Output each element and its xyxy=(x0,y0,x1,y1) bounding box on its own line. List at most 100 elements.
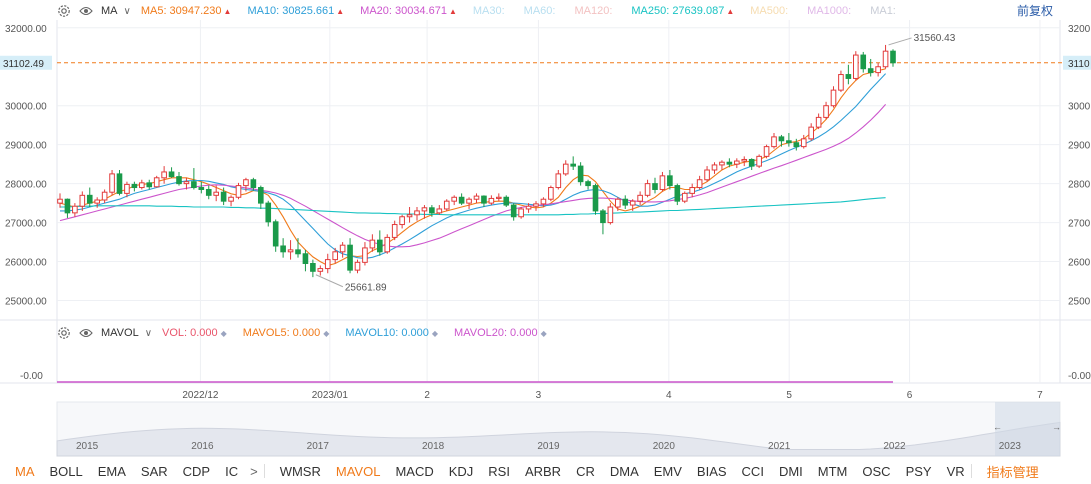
candle-body xyxy=(726,161,733,165)
series-line-ma5 xyxy=(59,68,886,267)
navigator-handle-left-icon: ← xyxy=(993,422,1002,432)
indicator-manage-button[interactable]: 指标管理 xyxy=(986,464,1039,480)
indicator-tab-macd[interactable]: MACD xyxy=(395,463,434,479)
indicator-tab-dma[interactable]: DMA xyxy=(609,463,639,479)
vol-visibility-eye-icon[interactable] xyxy=(79,327,93,339)
candle-body xyxy=(183,181,190,185)
navigator-year-label: 2023 xyxy=(999,441,1022,452)
series-line-ma250 xyxy=(60,197,886,216)
candle-body xyxy=(890,50,896,64)
candle-body xyxy=(347,244,353,271)
ma-legend-item[interactable]: MA30: xyxy=(473,5,508,17)
candle-body xyxy=(853,54,859,79)
high-annotation-leader xyxy=(888,37,912,46)
low-annotation-leader xyxy=(315,274,344,288)
ma-legend-item[interactable]: MA250: 27639.087 ▲ xyxy=(631,5,734,17)
indicator-tab-cr[interactable]: CR xyxy=(576,463,595,479)
candle-body xyxy=(696,179,703,189)
vol-legend-item[interactable]: MAVOL5: 0.000 ◆ xyxy=(243,327,330,339)
candle-body xyxy=(339,244,346,253)
candle-body xyxy=(287,249,294,253)
candle-body xyxy=(205,188,212,196)
ma-legend: MA ∨ MA5: 30947.230 ▲ MA10: 30825.661 ▲ MA20: 3… xyxy=(0,1,915,21)
indicator-tab-dmi[interactable]: DMI xyxy=(778,463,803,479)
tabs-next-chevron-icon[interactable]: > xyxy=(250,463,258,479)
y-tick-label: 28000.00 xyxy=(5,180,47,191)
y-tick-label-right: 2800 xyxy=(1068,180,1091,191)
candle-body xyxy=(131,183,138,189)
indicator-tab-bias[interactable]: BIAS xyxy=(696,463,727,479)
candle-body xyxy=(362,247,368,263)
indicator-tab-bar: MA BOLL EMA SAR CDP IC > WMSR MAVOL MACD KDJ RSI ARB… xyxy=(0,458,1091,484)
ma-dropdown-chevron-icon[interactable]: ∨ xyxy=(123,5,131,17)
candle-body xyxy=(525,205,532,210)
indicator-tab-psy[interactable]: PSY xyxy=(905,463,932,479)
ma-legend-item[interactable]: MA60: xyxy=(524,5,559,17)
candle-body xyxy=(473,195,480,200)
candle-body xyxy=(518,208,524,218)
indicator-tab-cdp[interactable]: CDP xyxy=(182,463,211,479)
indicator-tab-kdj[interactable]: KDJ xyxy=(448,463,474,479)
navigator-selection[interactable] xyxy=(995,402,1060,456)
settings-gear-icon[interactable] xyxy=(57,4,71,18)
candle-body xyxy=(198,187,205,190)
indicator-tab-mavol[interactable]: MAVOL xyxy=(335,463,381,479)
candle-body xyxy=(317,268,324,272)
indicator-tab-arbr[interactable]: ARBR xyxy=(524,463,562,479)
navigator-year-label: 2015 xyxy=(76,441,99,452)
vol-legend-item[interactable]: MAVOL20: 0.000 ◆ xyxy=(454,327,547,339)
candle-body xyxy=(771,136,777,148)
candle-body xyxy=(860,54,867,70)
indicator-tab-osc[interactable]: OSC xyxy=(862,463,891,479)
candle-body xyxy=(57,198,63,204)
vol-settings-gear-icon[interactable] xyxy=(57,326,71,340)
visibility-eye-icon[interactable] xyxy=(79,5,93,17)
series-line-ma20 xyxy=(59,104,887,248)
ma-legend-item[interactable]: MA500: xyxy=(750,5,791,17)
vol-indicator-name: MAVOL xyxy=(101,327,139,339)
x-tick-label: 2023/01 xyxy=(312,390,349,401)
vol-legend-label: MAVOL20: xyxy=(454,327,508,339)
candle-body xyxy=(377,239,383,253)
indicator-tab-sar[interactable]: SAR xyxy=(140,463,168,479)
indicator-tab-ema[interactable]: EMA xyxy=(97,463,126,479)
ma-legend-item[interactable]: MA10: 30825.661 ▲ xyxy=(247,5,344,17)
indicator-tab-boll[interactable]: BOLL xyxy=(49,463,83,479)
candle-body xyxy=(875,66,881,74)
candle-body xyxy=(421,207,428,212)
candle-body xyxy=(139,182,145,189)
ma-legend-item[interactable]: MA5: 30947.230 ▲ xyxy=(141,5,232,17)
candle-body xyxy=(280,245,286,253)
vol-legend-item[interactable]: MAVOL10: 0.000 ◆ xyxy=(345,327,438,339)
ma-legend-label: MA10: xyxy=(247,5,280,17)
candle-body xyxy=(161,171,167,179)
candle-body xyxy=(101,191,108,201)
ma-legend-item[interactable]: MA120: xyxy=(574,5,615,17)
candle-body xyxy=(681,192,688,202)
indicator-tab-mtm[interactable]: MTM xyxy=(817,463,848,479)
candle-body xyxy=(250,179,257,189)
vol-dropdown-chevron-icon[interactable]: ∨ xyxy=(144,327,153,339)
candle-body xyxy=(734,160,740,165)
candle-body xyxy=(793,142,800,148)
indicator-tab-emv[interactable]: EMV xyxy=(653,463,682,479)
candle-body xyxy=(830,89,837,107)
ma-legend-item[interactable]: MA1: xyxy=(870,5,899,17)
indicator-tab-wmsr[interactable]: WMSR xyxy=(279,463,321,479)
indicator-tab-cci[interactable]: CCI xyxy=(741,463,764,479)
legend-diamond-icon: ◆ xyxy=(540,328,547,338)
adjust-type-button[interactable]: 前复权 xyxy=(1016,4,1053,18)
candlestick-chart[interactable]: 32000.0030000.0029000.0028000.0027000.00… xyxy=(0,0,1091,460)
indicator-tab-ma[interactable]: MA xyxy=(15,463,35,479)
ma-legend-item[interactable]: MA20: 30034.671 ▲ xyxy=(360,5,457,17)
candle-body xyxy=(674,185,681,202)
indicator-tab-vr[interactable]: VR xyxy=(946,463,965,479)
indicator-tab-rsi[interactable]: RSI xyxy=(488,463,510,479)
vol-legend-item[interactable]: VOL: 0.000 ◆ xyxy=(162,327,227,339)
indicator-tab-ic[interactable]: IC xyxy=(225,463,239,479)
ma-legend-item[interactable]: MA1000: xyxy=(807,5,854,17)
candle-body xyxy=(265,202,272,223)
candle-body xyxy=(838,74,844,91)
x-tick-label: 3 xyxy=(536,390,542,401)
